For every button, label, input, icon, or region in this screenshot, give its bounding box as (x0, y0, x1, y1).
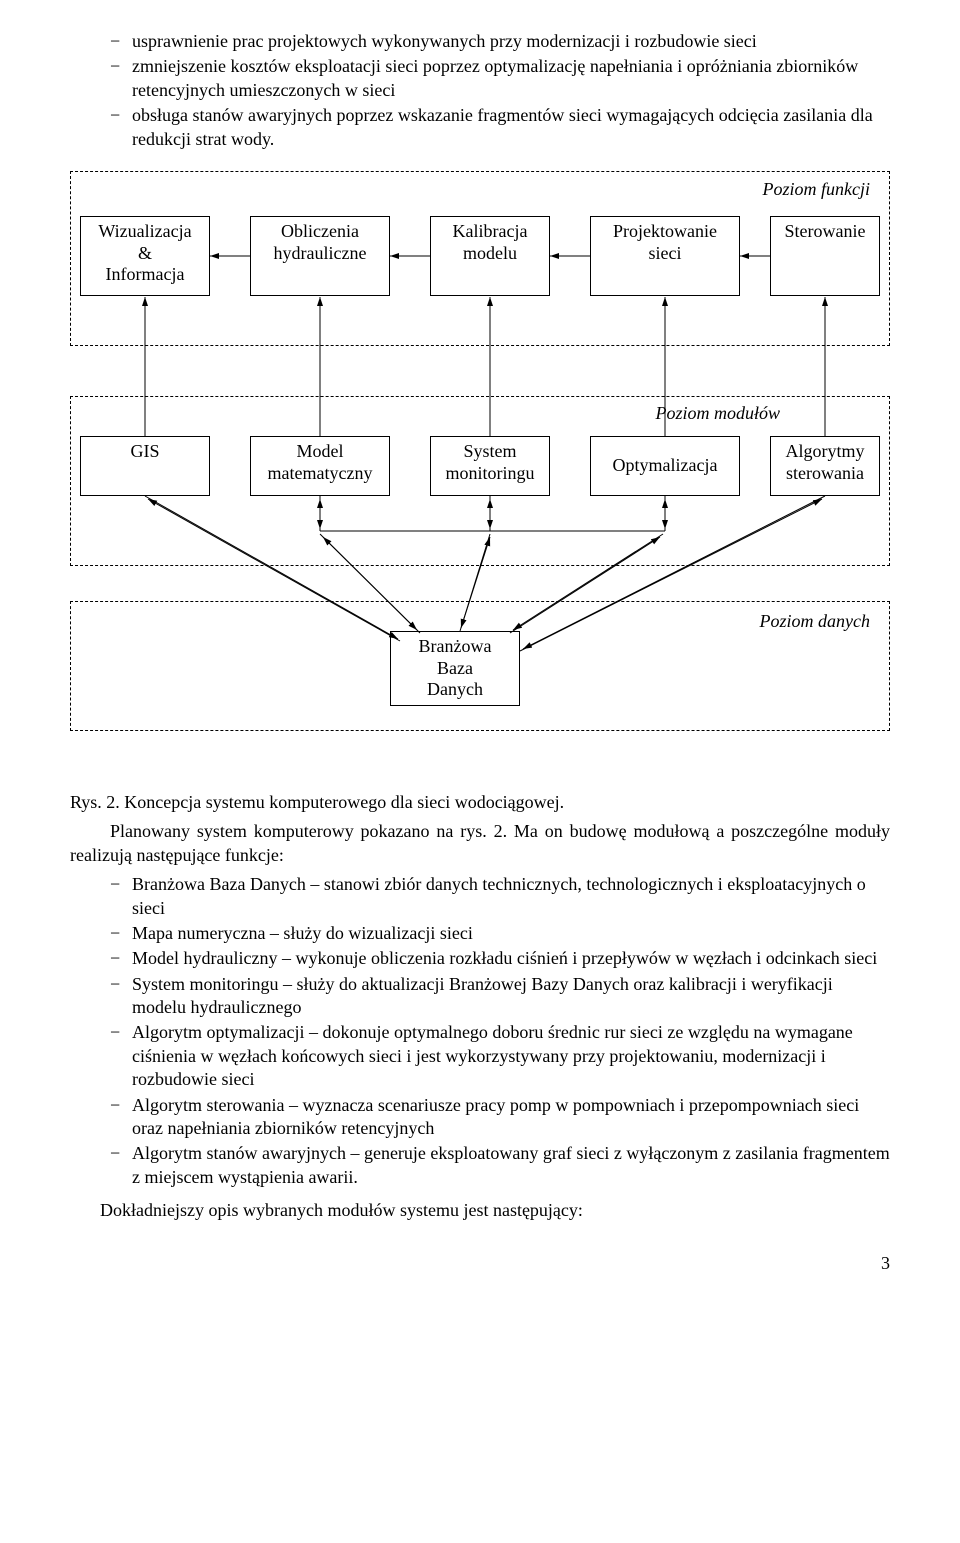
closing-paragraph: Dokładniejszy opis wybranych modułów sys… (100, 1199, 890, 1222)
node-model: Modelmatematyczny (250, 436, 390, 496)
concept-diagram: Poziom funkcji Poziom modułów Poziom dan… (70, 171, 890, 761)
list-item: Branżowa Baza Danych – stanowi zbiór dan… (110, 873, 890, 920)
function-list: Branżowa Baza Danych – stanowi zbiór dan… (70, 873, 890, 1189)
node-gis: GIS (80, 436, 210, 496)
list-item: Model hydrauliczny – wykonuje obliczenia… (110, 947, 890, 970)
list-item: obsługa stanów awaryjnych poprzez wskaza… (110, 104, 890, 151)
node-sterowanie: Sterowanie (770, 216, 880, 296)
list-item: usprawnienie prac projektowych wykonywan… (110, 30, 890, 53)
paragraph-intro-text: Planowany system komputerowy pokazano na… (70, 821, 890, 864)
paragraph-intro: Planowany system komputerowy pokazano na… (70, 820, 890, 867)
node-monitoring: Systemmonitoringu (430, 436, 550, 496)
node-kalibracja: Kalibracjamodelu (430, 216, 550, 296)
list-item: Algorytm sterowania – wyznacza scenarius… (110, 1094, 890, 1141)
node-optymalizacja: Optymalizacja (590, 436, 740, 496)
top-bullet-list: usprawnienie prac projektowych wykonywan… (70, 30, 890, 151)
page-number: 3 (70, 1253, 890, 1274)
list-item: zmniejszenie kosztów eksploatacji sieci … (110, 55, 890, 102)
level-danych-label: Poziom danych (670, 611, 870, 632)
node-obliczenia: Obliczeniahydrauliczne (250, 216, 390, 296)
list-item: Algorytm optymalizacji – dokonuje optyma… (110, 1021, 890, 1091)
node-projektowanie: Projektowaniesieci (590, 216, 740, 296)
figure-caption: Rys. 2. Koncepcja systemu komputerowego … (70, 791, 890, 814)
node-baza-danych: BranżowaBazaDanych (390, 631, 520, 706)
level-funkcji-label: Poziom funkcji (670, 179, 870, 200)
list-item: Mapa numeryczna – służy do wizualizacji … (110, 922, 890, 945)
level-modulow-label: Poziom modułów (570, 403, 780, 424)
node-algorytmy: Algorytmysterowania (770, 436, 880, 496)
list-item: Algorytm stanów awaryjnych – generuje ek… (110, 1142, 890, 1189)
list-item: System monitoringu – służy do aktualizac… (110, 973, 890, 1020)
node-wizualizacja: Wizualizacja&Informacja (80, 216, 210, 296)
